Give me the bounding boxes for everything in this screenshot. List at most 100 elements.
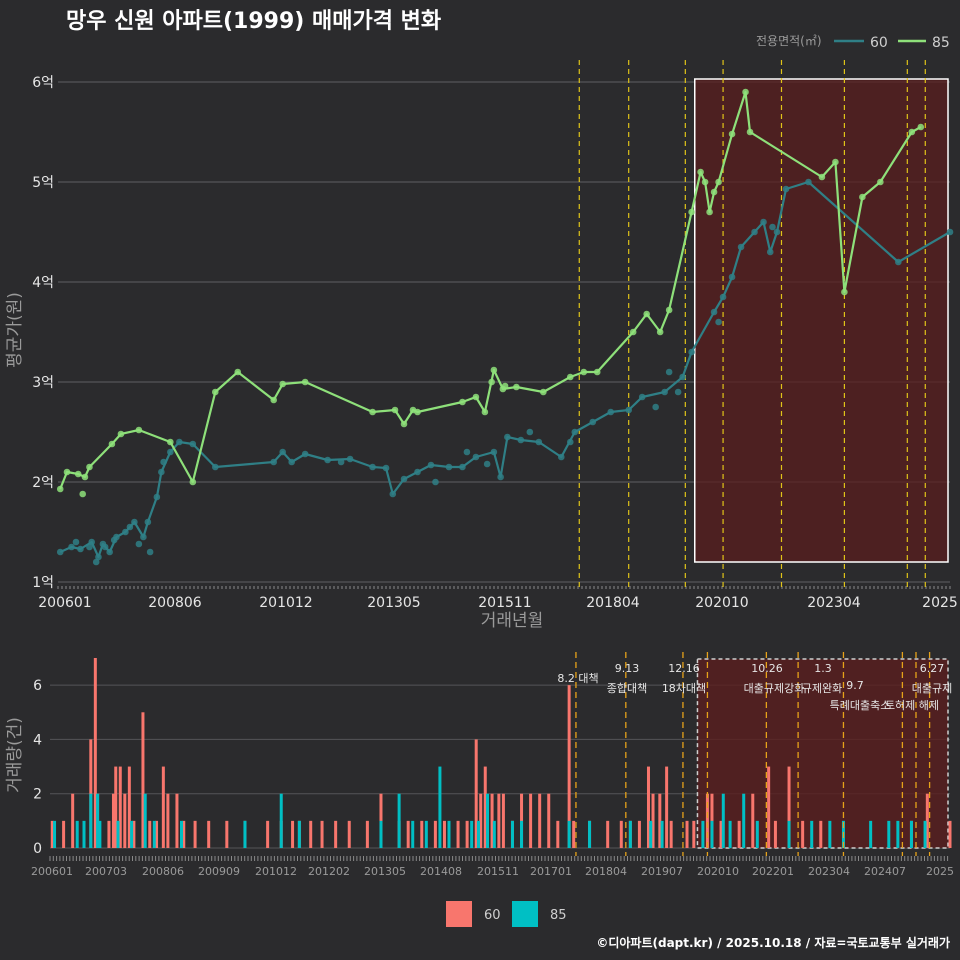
series-point-60 [126,523,134,531]
series-point-60 [92,558,100,566]
bar-85 [116,820,120,848]
series-point-85 [234,368,242,376]
series-point-85 [79,490,87,498]
bar-60 [148,820,152,848]
annotation-label: 대출규제 [912,682,952,695]
series-point-60 [95,553,102,561]
series-point-60 [77,545,84,553]
series-point-85 [501,382,509,390]
bar-85 [98,820,102,848]
series-point-60 [504,433,511,441]
series-point-85 [746,128,754,136]
series-point-60 [472,453,480,461]
annotation-label: 18차대책 [662,682,706,695]
bottom-highlight-box [696,658,949,849]
bar-85 [923,820,927,848]
top-y-tick-label: 3억 [32,375,54,391]
bar-85 [411,820,415,848]
bar-85 [130,820,134,848]
series-point-60 [432,478,439,486]
bar-60 [556,820,560,848]
series-point-60 [710,308,718,316]
bar-60 [266,820,270,848]
top-y-tick-label: 1억 [32,575,54,591]
bar-60 [787,766,791,848]
series-point-85 [74,470,82,478]
top-x-tick-label: 201804 [586,595,640,611]
series-point-60 [400,475,408,483]
bar-60 [925,793,929,848]
bottom-x-tick-label: 200909 [198,865,240,878]
bar-60 [538,793,542,848]
series-point-60 [535,438,543,446]
bar-60 [207,820,211,848]
bar-85 [660,820,664,848]
series-point-85 [189,478,197,486]
bar-60 [132,820,136,848]
bottom-x-tick-label: 201907 [641,865,683,878]
bar-60 [161,766,165,848]
annotation-date: 6.27 [920,662,945,675]
series-point-60 [661,388,668,396]
bar-60 [420,820,424,848]
annotation-date: 9.7 [846,679,864,692]
legend-title: 전용면적(㎡) [756,34,822,48]
bar-85 [628,820,632,848]
series-point-85 [108,440,116,448]
bottom-x-tick-label: 201012 [255,865,297,878]
bar-60 [801,820,805,848]
bar-60 [193,820,197,848]
series-point-85 [279,380,286,388]
bar-85 [143,793,147,848]
series-point-60 [369,463,376,471]
series-point-85 [841,288,848,296]
bottom-legend-label-85: 85 [550,908,567,923]
bar-60 [567,685,571,848]
bar-60 [606,820,610,848]
series-point-60 [566,438,574,446]
series-point-60 [131,518,138,526]
series-point-60 [146,548,154,556]
series-point-60 [688,348,695,356]
bar-60 [365,820,369,848]
bar-85 [588,820,592,848]
bar-85 [297,820,301,848]
bar-60 [651,793,655,848]
legend-label-85: 85 [932,35,950,51]
bar-85 [787,820,791,848]
bottom-x-tick-label: 202304 [808,865,850,878]
series-point-85 [301,378,309,386]
series-point-60 [571,428,579,436]
bar-85 [728,820,732,848]
bar-60 [456,820,460,848]
series-point-60 [86,543,93,551]
series-point-60 [106,548,113,556]
series-point-60 [346,455,354,463]
top-x-tick-label: 202010 [695,595,748,611]
series-point-85 [665,306,673,314]
bar-60 [619,820,623,848]
top-legend: 전용면적(㎡) 60 85 [756,34,950,51]
bar-60 [501,793,505,848]
bar-85 [810,820,814,848]
series-point-60 [946,228,954,236]
series-point-60 [270,458,277,466]
bar-85 [243,820,247,848]
series-point-60 [769,223,776,231]
series-point-60 [715,318,722,326]
bar-60 [123,793,127,848]
bar-85 [710,820,714,848]
bar-85 [53,820,57,848]
series-point-60 [766,248,774,256]
bar-85 [96,793,100,848]
series-point-85 [270,396,277,404]
top-x-tick-label: 202304 [807,595,861,611]
bar-60 [71,793,75,848]
bar-60 [50,820,54,848]
series-point-60 [72,538,80,546]
bar-85 [755,820,759,848]
series-point-85 [917,123,925,131]
series-point-60 [445,463,453,471]
series-point-85 [414,408,421,416]
